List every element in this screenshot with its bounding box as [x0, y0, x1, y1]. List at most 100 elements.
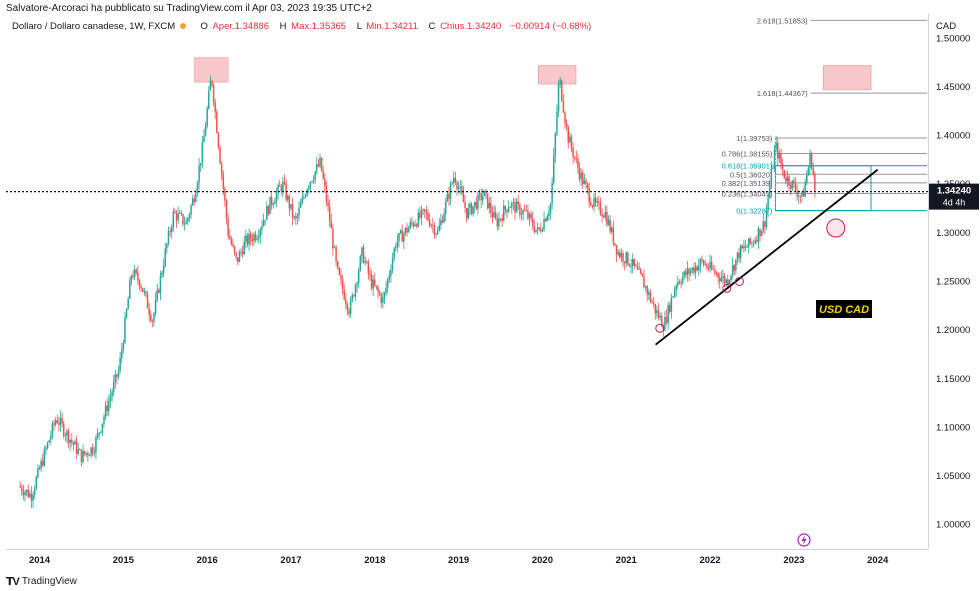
- candle[interactable]: [425, 205, 428, 221]
- candle[interactable]: [812, 162, 814, 177]
- candle[interactable]: [156, 283, 158, 303]
- candle[interactable]: [116, 373, 118, 385]
- candle[interactable]: [164, 242, 167, 268]
- candle[interactable]: [240, 248, 242, 257]
- candle[interactable]: [648, 288, 650, 301]
- candle[interactable]: [473, 201, 476, 214]
- candle[interactable]: [451, 181, 453, 186]
- candle[interactable]: [609, 215, 611, 235]
- candle[interactable]: [503, 199, 505, 222]
- candle[interactable]: [698, 258, 700, 276]
- candle[interactable]: [806, 170, 808, 186]
- candle[interactable]: [293, 214, 295, 221]
- candle[interactable]: [718, 273, 721, 289]
- candle[interactable]: [706, 262, 708, 271]
- candle[interactable]: [581, 169, 584, 189]
- candle[interactable]: [710, 255, 713, 271]
- candle[interactable]: [124, 312, 126, 344]
- candle[interactable]: [167, 226, 170, 247]
- candle[interactable]: [717, 271, 719, 285]
- candle[interactable]: [401, 224, 403, 242]
- candle[interactable]: [346, 302, 349, 316]
- candle[interactable]: [54, 416, 57, 427]
- candle[interactable]: [153, 311, 155, 327]
- candle[interactable]: [783, 169, 785, 180]
- candle[interactable]: [125, 307, 128, 320]
- candle[interactable]: [638, 262, 640, 270]
- candle[interactable]: [591, 204, 594, 209]
- candle[interactable]: [707, 263, 710, 272]
- candle[interactable]: [488, 197, 490, 214]
- candle[interactable]: [95, 434, 97, 460]
- candle[interactable]: [504, 204, 507, 215]
- candle[interactable]: [646, 284, 648, 302]
- candle[interactable]: [494, 206, 497, 221]
- candle[interactable]: [307, 184, 310, 194]
- candle[interactable]: [367, 259, 370, 280]
- candle[interactable]: [453, 170, 455, 188]
- candle[interactable]: [741, 244, 744, 250]
- candle[interactable]: [744, 240, 747, 251]
- candle[interactable]: [241, 245, 244, 258]
- candle[interactable]: [312, 175, 315, 185]
- candle[interactable]: [43, 445, 46, 468]
- candle[interactable]: [311, 180, 313, 184]
- candle[interactable]: [74, 439, 76, 445]
- candle[interactable]: [551, 177, 553, 210]
- candle[interactable]: [38, 465, 41, 471]
- candle[interactable]: [470, 202, 473, 216]
- candle[interactable]: [491, 206, 494, 224]
- candle[interactable]: [330, 213, 333, 229]
- candle[interactable]: [654, 303, 657, 320]
- candle[interactable]: [607, 215, 610, 226]
- candle[interactable]: [21, 483, 23, 496]
- candle[interactable]: [333, 245, 336, 249]
- candle[interactable]: [765, 203, 768, 230]
- symbol-name[interactable]: Dollaro / Dollaro canadese, 1W, FXCM: [12, 21, 176, 32]
- candle[interactable]: [472, 206, 474, 217]
- candle[interactable]: [773, 144, 776, 173]
- candle[interactable]: [804, 178, 806, 198]
- candle[interactable]: [275, 187, 278, 208]
- candle[interactable]: [122, 339, 125, 354]
- candle[interactable]: [791, 180, 794, 191]
- candle[interactable]: [714, 265, 716, 276]
- candle[interactable]: [349, 296, 352, 318]
- candle[interactable]: [209, 75, 212, 91]
- candle[interactable]: [196, 180, 199, 197]
- candle[interactable]: [32, 491, 34, 509]
- candle[interactable]: [694, 262, 697, 280]
- candle[interactable]: [533, 219, 536, 234]
- candle[interactable]: [538, 226, 540, 232]
- candle[interactable]: [435, 232, 437, 239]
- candle[interactable]: [248, 228, 250, 252]
- candle[interactable]: [283, 174, 286, 186]
- candle[interactable]: [585, 177, 587, 189]
- candle[interactable]: [291, 197, 294, 226]
- candle[interactable]: [71, 433, 73, 447]
- candle[interactable]: [259, 227, 262, 245]
- candle[interactable]: [417, 208, 420, 228]
- candle[interactable]: [62, 420, 65, 439]
- candle[interactable]: [227, 213, 229, 240]
- candle[interactable]: [519, 202, 521, 219]
- candle[interactable]: [254, 230, 257, 243]
- candle[interactable]: [444, 197, 447, 222]
- candle[interactable]: [569, 131, 571, 143]
- candle[interactable]: [594, 192, 597, 208]
- candle[interactable]: [106, 398, 108, 417]
- candle[interactable]: [794, 177, 797, 193]
- candle[interactable]: [108, 393, 110, 417]
- candle[interactable]: [530, 210, 532, 223]
- candle[interactable]: [643, 269, 645, 288]
- candle[interactable]: [406, 223, 408, 237]
- candle[interactable]: [40, 458, 42, 472]
- annotation-box[interactable]: [816, 300, 872, 318]
- candle[interactable]: [461, 180, 463, 196]
- candle[interactable]: [667, 301, 669, 331]
- candle[interactable]: [407, 225, 410, 233]
- candle[interactable]: [46, 441, 49, 450]
- candle[interactable]: [788, 175, 790, 192]
- candle[interactable]: [270, 192, 273, 210]
- candle[interactable]: [490, 196, 492, 219]
